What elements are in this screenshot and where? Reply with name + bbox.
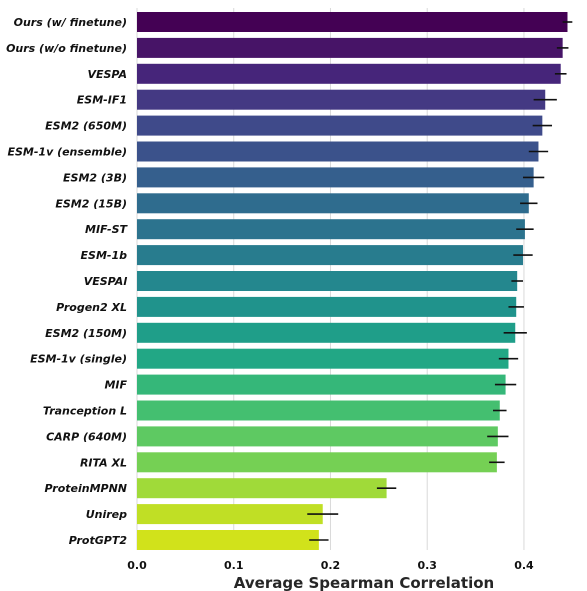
bar	[137, 374, 506, 395]
category-label: VESPA	[87, 68, 127, 81]
category-label: Ours (w/o finetune)	[6, 42, 127, 55]
bar	[137, 115, 543, 136]
bar	[137, 141, 539, 162]
bar	[137, 219, 525, 240]
error-bars	[307, 21, 573, 541]
x-tick-label: 0.2	[321, 559, 341, 572]
x-tick-labels: 0.0 0.1 0.2 0.3 0.4	[127, 559, 534, 572]
category-label: ESM2 (15B)	[55, 197, 127, 210]
category-label: ESM2 (650M)	[45, 120, 127, 133]
category-label: Progen2 XL	[56, 301, 127, 314]
bar	[137, 530, 319, 550]
x-tick-label: 0.3	[417, 559, 437, 572]
category-label: Tranception L	[43, 405, 127, 418]
x-tick-label: 0.0	[127, 559, 147, 572]
x-tick-label: 0.4	[514, 559, 534, 572]
category-label: MIF	[104, 379, 127, 392]
bar	[137, 193, 529, 214]
bar	[137, 504, 323, 525]
bar	[137, 452, 497, 473]
category-label: ESM-1v (single)	[30, 353, 127, 366]
bar	[137, 478, 387, 499]
bar	[137, 167, 534, 188]
x-axis-title: Average Spearman Correlation	[234, 574, 494, 591]
bar	[137, 63, 561, 84]
bar	[137, 245, 523, 266]
category-label: ESM-1b	[81, 249, 128, 262]
category-label: ProtGPT2	[69, 534, 128, 547]
category-label: ESM-1v (ensemble)	[7, 146, 127, 159]
category-label: Unirep	[86, 508, 127, 521]
bar	[137, 348, 509, 369]
category-label: ESM2 (3B)	[63, 171, 127, 184]
category-label: RITA XL	[80, 456, 127, 469]
category-label: CARP (640M)	[46, 430, 127, 443]
bar	[137, 296, 517, 317]
category-label: MIF-ST	[85, 223, 128, 236]
bar	[137, 12, 568, 32]
category-label: ESM2 (150M)	[45, 327, 127, 340]
category-label: ProteinMPNN	[45, 482, 127, 495]
bar	[137, 271, 518, 291]
bar	[137, 322, 516, 343]
bar	[137, 89, 546, 110]
bar	[137, 37, 563, 58]
bar	[137, 400, 500, 421]
x-tick-label: 0.1	[224, 559, 244, 572]
category-label: Ours (w/ finetune)	[14, 16, 127, 29]
category-label: ESM-IF1	[77, 94, 127, 107]
bars	[137, 12, 568, 550]
category-label: VESPAl	[84, 275, 128, 288]
bar	[137, 426, 498, 447]
category-labels: Ours (w/ finetune) Ours (w/o finetune) VES…	[6, 16, 128, 547]
